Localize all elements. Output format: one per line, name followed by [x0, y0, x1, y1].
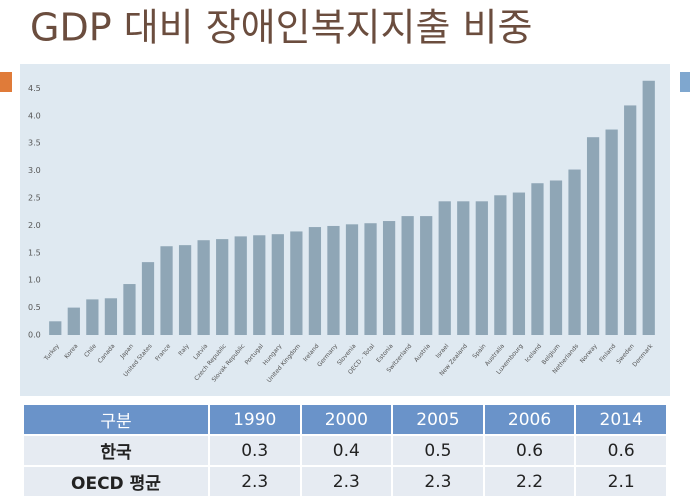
table-cell: 0.5	[391, 434, 485, 467]
header-cell: 2006	[482, 403, 577, 436]
y-tick-label: 0.5	[28, 303, 41, 312]
header-cell: 2000	[299, 403, 394, 436]
bar	[624, 105, 637, 336]
bar	[271, 234, 284, 335]
bar	[160, 246, 173, 335]
table-cell: 2.1	[574, 465, 668, 498]
bar	[605, 129, 618, 335]
bar	[197, 240, 210, 335]
chart-title: GDP 대비 장애인복지지출 비중	[30, 6, 532, 50]
table-cell: 0.6	[574, 434, 668, 467]
header-row: 구분 1990 2000 2005 2006 2014	[22, 403, 668, 436]
bar	[531, 183, 544, 335]
bar	[494, 195, 507, 335]
table-cell: 0.6	[482, 434, 577, 467]
bar	[401, 216, 414, 335]
y-tick-label: 4.5	[28, 84, 41, 93]
bar	[642, 80, 655, 336]
bar	[457, 201, 470, 335]
y-tick-label: 4.0	[28, 111, 41, 120]
bar	[290, 231, 303, 335]
table-cell: 2.3	[391, 465, 485, 498]
bar	[216, 239, 229, 335]
bar	[345, 224, 359, 335]
y-tick-label: 3.5	[28, 139, 41, 148]
row-label: 한국	[22, 434, 210, 467]
bar	[49, 321, 62, 335]
bar	[178, 245, 192, 335]
bar	[104, 298, 118, 335]
bar	[327, 225, 340, 335]
header-cell: 1990	[207, 403, 302, 436]
bar	[234, 236, 247, 335]
header-cell: 2014	[574, 403, 668, 436]
bar	[549, 180, 563, 335]
bar	[253, 235, 266, 335]
bar	[438, 201, 451, 335]
bar	[420, 216, 433, 335]
decoration	[680, 72, 690, 92]
y-tick-label: 1.0	[28, 276, 41, 285]
bar	[586, 137, 600, 335]
bar	[568, 169, 581, 335]
bar	[512, 192, 526, 335]
y-tick-label: 1.5	[28, 248, 41, 257]
row-label: OECD 평균	[22, 465, 210, 498]
y-tick-label: 2.0	[28, 221, 41, 230]
bar	[123, 284, 136, 335]
header-cell: 2005	[391, 403, 485, 436]
bar	[86, 299, 99, 335]
header-cell: 구분	[22, 403, 210, 436]
table-cell: 0.3	[207, 434, 302, 467]
bar	[308, 227, 322, 335]
table-row: OECD 평균 2.3 2.3 2.3 2.2 2.1	[22, 465, 668, 498]
chart: GDP 대비 장애인복지지출 비중 0.0 0.5 1.0 1.5 2.0 2.5 3.0 3…	[0, 6, 690, 396]
bar	[141, 262, 155, 335]
table: 구분 1990 2000 2005 2006 2014 한국 0.3 0.4 0.5 0.6 0.6 O…	[22, 403, 668, 498]
y-tick-label: 3.0	[28, 166, 41, 175]
table-cell: 2.3	[207, 465, 302, 498]
y-tick-label: 2.5	[28, 194, 41, 203]
decoration	[0, 72, 12, 92]
table-cell: 0.4	[299, 434, 394, 467]
table-row: 한국 0.3 0.4 0.5 0.6 0.6	[22, 434, 668, 467]
table-cell: 2.3	[299, 465, 394, 498]
y-tick-label: 0.0	[28, 331, 41, 340]
bar	[67, 307, 80, 335]
bar	[475, 201, 488, 335]
bar	[364, 223, 377, 335]
table-cell: 2.2	[482, 465, 577, 498]
bar	[382, 221, 396, 335]
